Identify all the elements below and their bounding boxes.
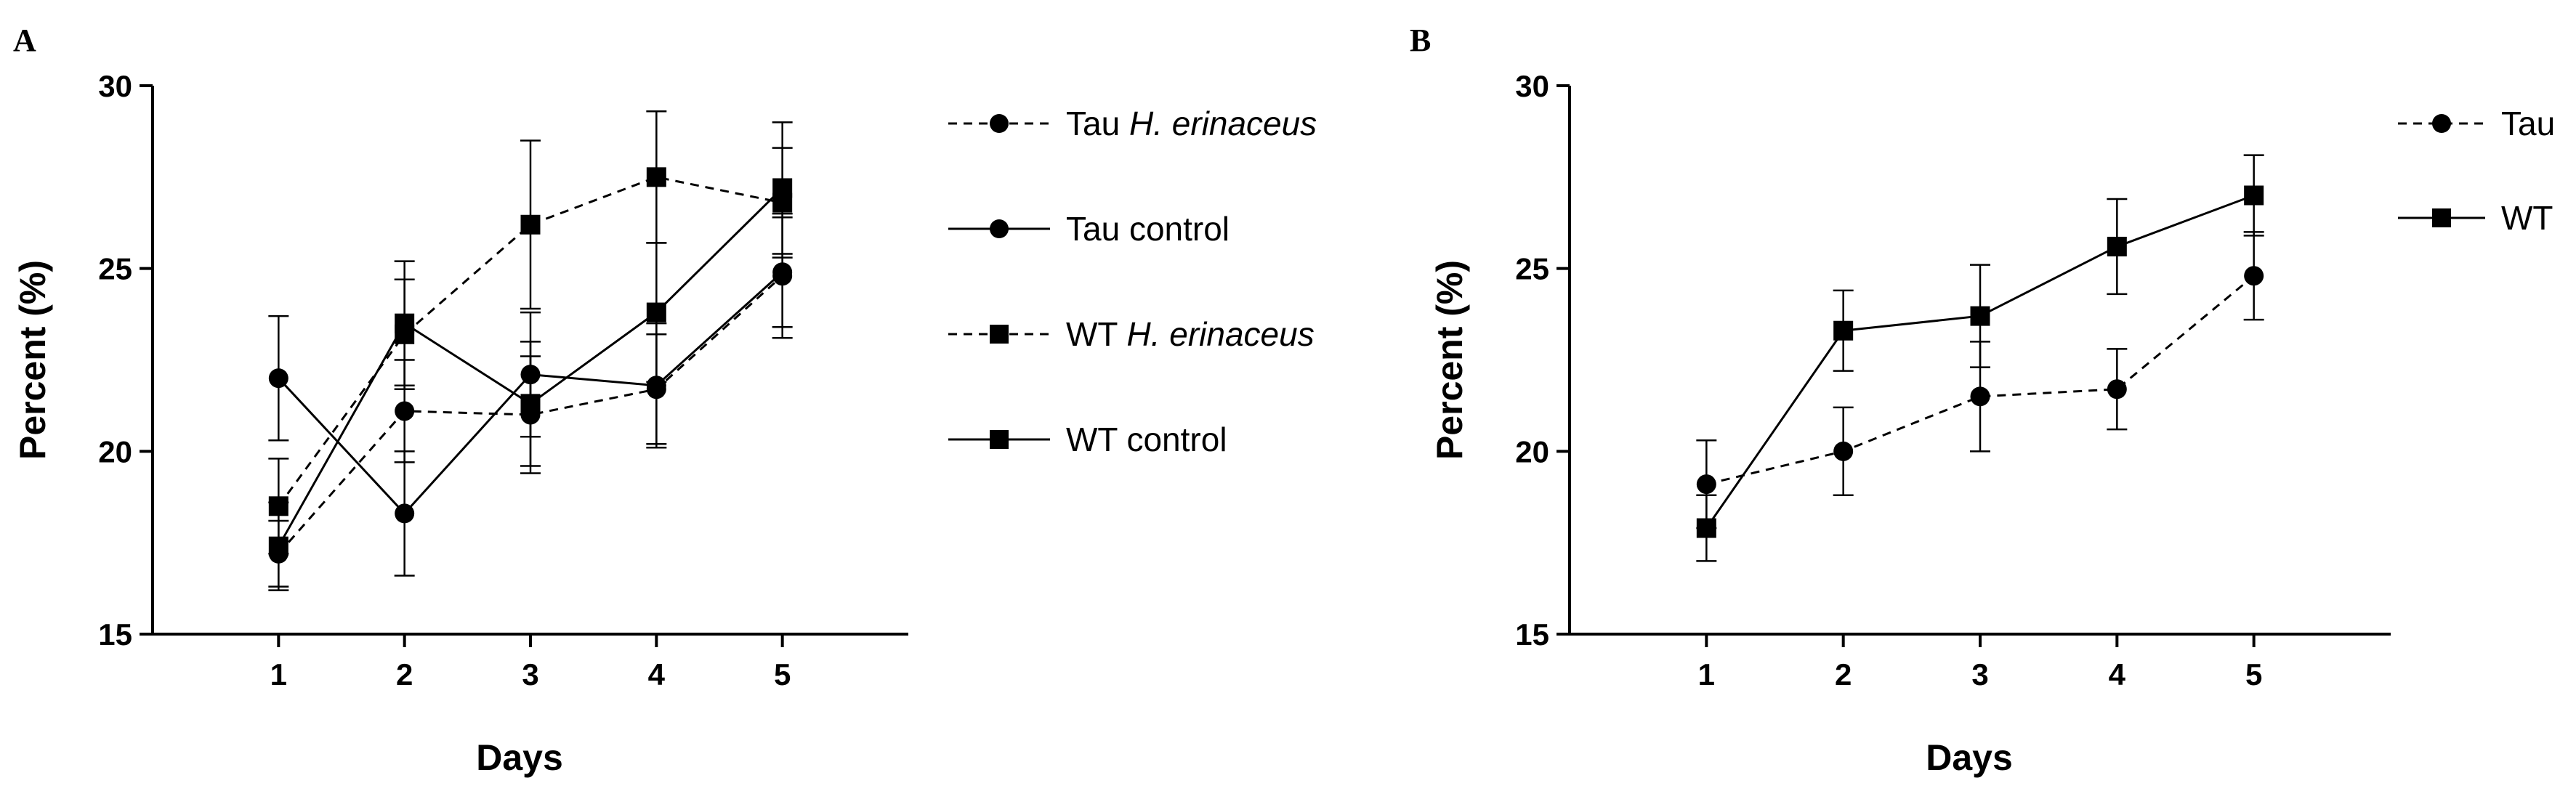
y-tick-label: 25	[98, 252, 132, 286]
x-tick-label: 4	[2109, 657, 2126, 691]
x-tick-label: 4	[648, 657, 666, 691]
legend-entry: WT	[2398, 199, 2553, 237]
legend-label: Tau H. erinaceus	[1066, 105, 1317, 142]
legend-entry: WT H. erinaceus	[948, 315, 1315, 353]
x-tick-label: 1	[270, 657, 287, 691]
x-axis-title: Days	[1926, 737, 2013, 778]
x-tick-label: 5	[2245, 657, 2262, 691]
legend-entry: Tau control	[948, 210, 1230, 248]
legend-swatch-marker	[990, 219, 1009, 238]
x-tick-label: 1	[1698, 657, 1715, 691]
chart-panel-a: A 15 20 25 30 1 2 3 4 5 Days Percent (%) Tau H. erin…	[12, 23, 1317, 778]
legend-swatch-marker	[2432, 114, 2451, 133]
data-point	[1970, 306, 1990, 326]
legend-label: Tau	[2501, 105, 2555, 142]
y-axis-title: Percent (%)	[1429, 260, 1470, 460]
x-axis-title: Days	[476, 737, 563, 778]
y-tick-label: 15	[1515, 617, 1549, 652]
data-point	[1833, 441, 1854, 461]
data-point	[2107, 379, 2127, 399]
y-tick-label: 20	[98, 434, 132, 468]
data-point	[268, 536, 288, 556]
legend-swatch-marker	[990, 325, 1009, 344]
series-line	[1705, 275, 2255, 486]
panel-label: A	[13, 23, 36, 58]
legend-swatch-marker	[990, 430, 1009, 449]
x-tick-label: 3	[1971, 657, 1988, 691]
panel-label: B	[1410, 23, 1431, 58]
data-point	[520, 394, 541, 414]
data-point	[395, 313, 415, 333]
data-point	[1696, 518, 1716, 538]
data-point	[2107, 236, 2127, 256]
data-point	[772, 178, 793, 198]
data-point	[520, 214, 541, 235]
y-tick-label: 15	[98, 617, 132, 652]
y-tick-label: 20	[1515, 434, 1549, 468]
y-tick-label: 30	[1515, 69, 1549, 103]
x-tick-label: 5	[774, 657, 791, 691]
series-wt-control	[268, 121, 793, 591]
y-axis-title: Percent (%)	[12, 260, 53, 460]
data-point	[646, 302, 666, 323]
y-tick-label: 25	[1515, 252, 1549, 286]
data-point	[772, 262, 793, 283]
x-tick-label: 2	[396, 657, 413, 691]
legend-swatch-marker	[990, 114, 1009, 133]
legend-label: Tau control	[1066, 210, 1230, 248]
legend-swatch-marker	[2432, 208, 2451, 227]
data-point	[1696, 474, 1716, 495]
legend-entry: Tau H. erinaceus	[948, 105, 1317, 142]
x-tick-label: 3	[522, 657, 538, 691]
data-point	[646, 167, 666, 187]
legend-label: WT control	[1066, 421, 1227, 458]
data-point	[395, 503, 415, 524]
data-point	[268, 368, 288, 389]
legend-entry: WT control	[948, 421, 1227, 458]
series-line	[278, 176, 783, 507]
y-tick-label: 30	[98, 69, 132, 103]
data-point	[646, 376, 666, 396]
data-point	[2244, 266, 2264, 286]
legend-entry: Tau	[2398, 105, 2555, 142]
chart-panel-b: B 15 20 25 30 1 2 3 4 5 Days Percent (%) Tau WT	[1410, 23, 2555, 778]
legend-label: WT H. erinaceus	[1066, 315, 1315, 353]
data-point	[1833, 320, 1854, 341]
legend-label: WT	[2501, 199, 2553, 237]
data-point	[1970, 386, 1990, 407]
series-line	[278, 275, 783, 555]
series-wt	[1696, 154, 2264, 562]
data-point	[2244, 185, 2264, 206]
data-point	[395, 401, 415, 421]
x-tick-label: 2	[1835, 657, 1852, 691]
